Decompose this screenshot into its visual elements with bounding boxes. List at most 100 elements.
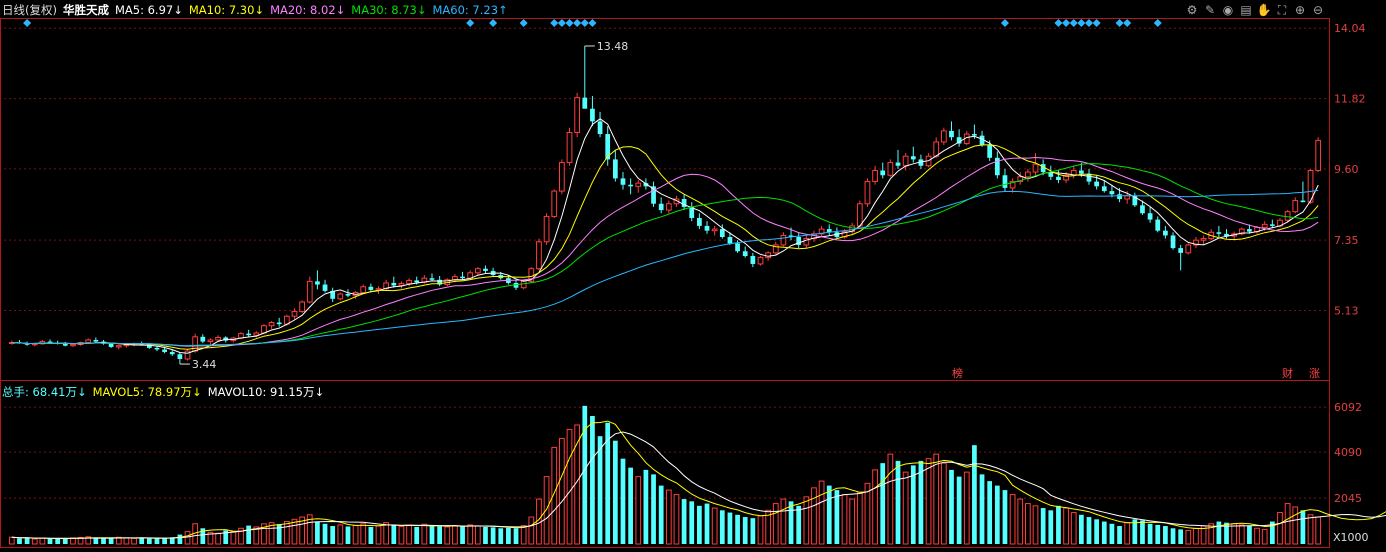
volume-bar [276,524,282,544]
volume-bar [474,525,481,545]
volume-bar [994,485,1000,544]
volume-bar [1094,519,1100,544]
volume-bar [17,538,22,544]
price-header: 日线(复权) 华胜天成 MA5: 6.97↓ MA10: 7.30↓ MA20:… [2,2,508,18]
volume-bar [887,453,894,545]
volume-bar [62,538,68,544]
candle-body [742,251,748,257]
volume-bar [1307,514,1314,545]
price-tick-label: 9.60 [1334,163,1359,176]
candle-body [315,281,320,285]
candle-body [1200,238,1207,241]
pen-icon[interactable]: ✎ [1204,3,1216,17]
candle [826,224,832,236]
candle [1070,165,1077,179]
volume-bar [444,526,451,545]
candle-body [590,108,595,122]
volume-bar [360,523,367,545]
volume-bar [1117,526,1122,544]
zoom-out-icon[interactable]: ⊖ [1312,3,1324,17]
volume-bar [528,516,535,545]
fullscreen-icon[interactable]: ⛶ [1277,3,1287,17]
billboard-marker[interactable]: 榜 [952,367,963,380]
price-tick-label: 5.13 [1334,305,1359,318]
signal-diamond [1069,19,1078,27]
signal-diamond [23,19,32,27]
candle-body [681,199,687,207]
candle-body [612,159,618,179]
volume-bar [856,491,863,545]
candle-body [398,283,405,286]
volume-bar [1155,524,1161,544]
candle [360,284,367,295]
volume-bar [811,487,817,545]
candle-body [1247,229,1252,232]
eye-icon[interactable]: ◉ [1222,3,1234,17]
candle-body [1224,233,1229,237]
ma30-value: MA30: 8.73↓ [351,3,427,17]
volume-bar [1284,503,1291,545]
candle [1292,197,1299,214]
candle-body [215,336,221,341]
candle [864,178,871,207]
volume-bar [1224,522,1229,544]
candle [543,213,550,245]
candle [536,238,542,271]
save-icon[interactable]: ▤ [1240,3,1252,17]
candle [1101,179,1107,193]
candle [1170,232,1176,250]
zoom-in-icon[interactable]: ⊕ [1294,3,1306,17]
candle-body [711,228,718,232]
earnings-marker[interactable]: 财 [1282,367,1293,380]
volume-bar [605,422,611,544]
volume-bar [169,537,175,544]
volume-bar [651,474,656,544]
candle [651,181,656,207]
candle [1185,243,1192,255]
candle-body [536,241,542,270]
candle-body [429,278,435,280]
hand-icon[interactable]: ✋ [1256,3,1272,17]
candle-body [643,183,649,187]
candle-body [146,344,152,348]
candle-body [345,294,351,296]
volume-bar [467,524,474,545]
price-tick-label: 7.35 [1334,234,1359,247]
volume-bar [215,532,221,545]
candle [406,278,412,287]
candle-body [93,339,99,342]
candle-body [750,256,756,264]
volume-tick-label: 2045 [1334,492,1362,505]
gear-icon[interactable]: ⚙ [1186,3,1198,17]
candle-body [918,159,924,166]
volume-bar [757,515,764,545]
signal-diamond [466,19,475,27]
candle [330,287,336,302]
volume-bar [612,440,618,544]
candle-body [940,130,947,143]
volume-bar [146,538,152,544]
candle-body [979,135,985,146]
candle-body [1300,200,1306,203]
candle [1132,192,1138,207]
candle [757,256,764,266]
candle-body [635,182,642,187]
candle-body [1048,172,1054,177]
volume-bar [826,485,832,544]
volume-bar [108,537,114,544]
volume-bar [1247,526,1252,544]
candle-body [1063,174,1069,181]
candle-body [1269,224,1275,226]
volume-bar [47,538,53,544]
candle-body [956,137,962,144]
candle [200,334,206,344]
volume-bar [268,522,275,545]
period-label[interactable]: 日线(复权) [2,3,57,17]
candle [796,232,802,249]
candle-body [558,162,565,192]
candle-body [1040,164,1046,173]
limit-up-marker[interactable]: 涨 [1309,367,1320,380]
volume-bar [1254,527,1260,545]
volume-bar [1025,503,1031,545]
